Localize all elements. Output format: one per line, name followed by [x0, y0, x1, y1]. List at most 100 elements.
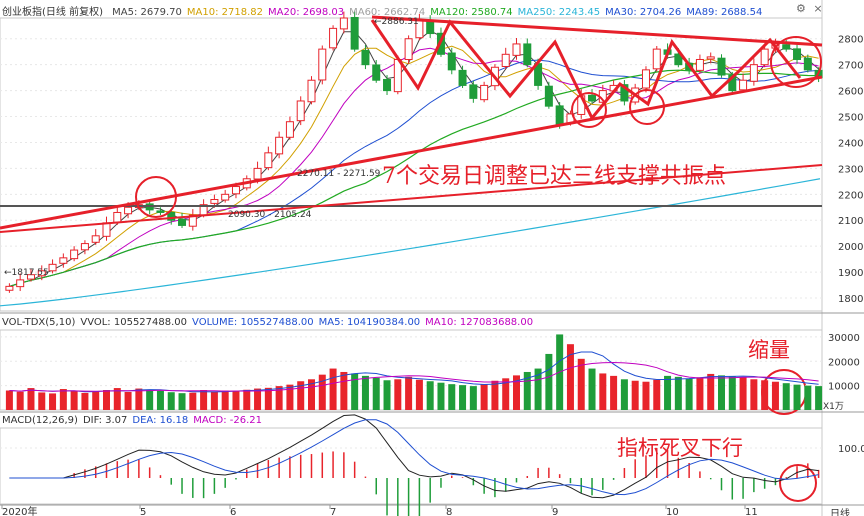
settings-icon[interactable]: ⚙ — [796, 2, 806, 15]
y-tick-label: 2600 — [838, 87, 863, 98]
candle-body — [275, 136, 284, 155]
volume-bar — [59, 389, 67, 410]
volume-bar — [49, 393, 57, 410]
legend-item: MA20: 2698.03 — [268, 7, 345, 18]
candle-body — [426, 20, 435, 35]
volume-bar — [103, 390, 110, 410]
legend-item: DIF: 3.07 — [82, 415, 128, 426]
volume-bar — [210, 391, 218, 410]
candle-body — [739, 79, 748, 91]
high-value: 2886.31 — [381, 17, 419, 27]
volume-bar — [340, 371, 348, 410]
volume-bar — [329, 368, 337, 410]
vol-tick-label: 20000 — [828, 357, 860, 368]
volume-bar — [815, 386, 823, 410]
candle-body — [555, 105, 564, 125]
volume-bar — [70, 390, 78, 410]
volume-bar — [782, 383, 790, 410]
volume-bar — [308, 379, 315, 410]
volume-bar — [459, 385, 467, 410]
volume-bar — [351, 373, 359, 410]
volume-bar — [599, 373, 607, 410]
volume-bar — [718, 375, 725, 410]
candle-body — [760, 48, 769, 66]
legend-item: VOL-TDX(5,10) — [2, 317, 76, 328]
candle-body — [803, 57, 812, 71]
candle-body — [674, 53, 683, 66]
volume-bar — [135, 388, 143, 410]
volume-bar — [469, 386, 477, 410]
volume-bar — [513, 375, 520, 410]
volume-annotation: 缩量 — [748, 338, 790, 362]
candle-body — [48, 263, 57, 272]
middle-trendline — [0, 164, 823, 233]
volume-bar — [156, 390, 164, 410]
candle-body — [458, 69, 467, 86]
volume-ma-line — [9, 351, 819, 393]
window-controls: ⚙ × — [796, 2, 823, 15]
candlestick-series — [5, 11, 823, 293]
volume-bar — [696, 377, 704, 410]
macd-histogram — [0, 414, 822, 516]
volume-bar — [771, 381, 779, 410]
high-marker: ←2886.31 — [374, 17, 419, 27]
macd-annotation: 指标死叉下行 — [617, 436, 743, 460]
candle-body — [339, 17, 348, 30]
candle-body — [329, 27, 338, 49]
x-tick-label: 11 — [745, 507, 758, 516]
candle-body — [37, 270, 46, 277]
volume-bar — [804, 385, 812, 410]
zigzag-wave — [370, 19, 802, 121]
candle-body — [178, 218, 187, 226]
volume-bar — [502, 378, 510, 410]
volume-bar — [92, 391, 100, 410]
upper-resistance-line — [371, 15, 823, 47]
volume-bar — [254, 388, 262, 410]
circle-latest — [770, 36, 822, 88]
volume-bar — [707, 373, 715, 410]
close-icon[interactable]: × — [813, 2, 823, 15]
candle-body — [544, 85, 553, 107]
candle-body — [5, 285, 14, 291]
volume-bar — [728, 376, 736, 410]
volume-bar — [178, 393, 186, 410]
legend-item: VVOL: 105527488.00 — [80, 317, 188, 328]
y-tick-label: 2100 — [838, 216, 863, 227]
legend-item: MA120: 2580.74 — [430, 7, 513, 18]
axis-labels: 2800 2700 2600 2500 2400 2300 2200 2100 2000 1900… — [1, 35, 864, 516]
candle-body — [641, 69, 650, 89]
macd-header: MACD(12,26,9) DIF: 3.07 DEA: 16.18 MACD: -2… — [2, 415, 267, 426]
candle-body — [469, 84, 478, 99]
volume-bar — [480, 384, 488, 410]
volume-bar — [146, 389, 154, 410]
candle-body — [285, 121, 294, 138]
legend-item: MA5: 104190384.00 — [318, 317, 421, 328]
y-tick-label: 2700 — [838, 61, 863, 72]
legend-item: VOLUME: 105527488.00 — [192, 317, 314, 328]
x-tick-label: 5 — [140, 507, 146, 516]
circle-may — [135, 176, 177, 218]
legend-item: DEA: 16.18 — [132, 415, 189, 426]
volume-bar — [232, 390, 240, 410]
x-tick-label: 6 — [230, 507, 236, 516]
volume-bar — [243, 389, 251, 410]
candle-body — [16, 279, 25, 288]
candle-body — [383, 78, 392, 92]
volume-bar — [275, 386, 283, 410]
low-marker: ←1817.55 — [4, 268, 49, 278]
volume-bar — [297, 381, 305, 410]
ma-line — [9, 69, 819, 287]
candle-body — [167, 211, 176, 221]
x-tick-label: 2020年 — [2, 505, 37, 516]
candle-body — [91, 235, 100, 243]
volume-bar — [113, 388, 121, 410]
candle-body — [447, 52, 456, 71]
circle-macd — [779, 464, 817, 502]
volume-bar — [394, 379, 402, 410]
circle-sep — [571, 92, 607, 128]
candle-body — [350, 16, 359, 50]
ma-line — [9, 45, 819, 287]
volume-bar — [642, 381, 650, 410]
period-label[interactable]: 日线 — [830, 509, 850, 516]
moving-average-lines — [0, 30, 821, 307]
